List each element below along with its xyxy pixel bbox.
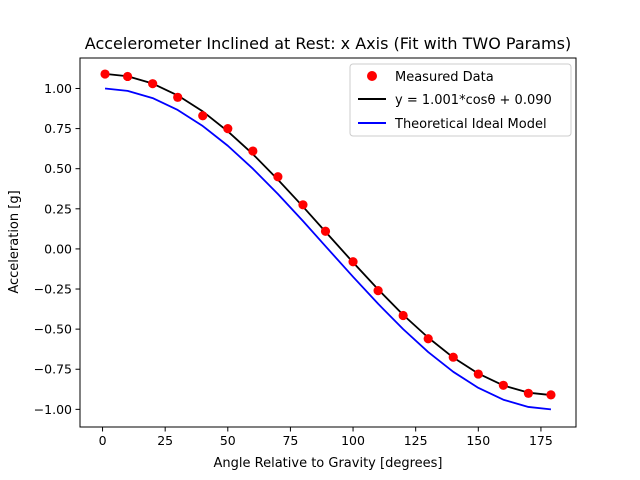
x-tick-label: 50 xyxy=(220,433,236,448)
y-tick-label: 0.00 xyxy=(44,241,72,256)
data-point xyxy=(498,380,508,390)
x-tick-label: 150 xyxy=(466,433,490,448)
data-point xyxy=(473,369,483,379)
x-tick-label: 25 xyxy=(157,433,173,448)
data-point xyxy=(123,71,133,82)
y-tick-label: −0.50 xyxy=(34,322,72,337)
data-point xyxy=(320,226,331,236)
x-axis: 0 25 50 75 100 125 150 175 xyxy=(99,427,553,448)
x-tick-label: 175 xyxy=(529,433,553,448)
y-tick-label: −1.00 xyxy=(34,402,72,417)
series-line-2 xyxy=(104,87,552,411)
x-axis-label: Angle Relative to Gravity [degrees] xyxy=(214,456,443,471)
y-axis: −1.00 −0.75 −0.50 −0.25 0.00 0.25 0.50 0.75 1.00 xyxy=(34,81,80,417)
y-tick-label: 1.00 xyxy=(44,81,72,96)
data-point xyxy=(373,286,383,296)
plot-frame xyxy=(79,57,577,428)
legend-label-fit: y = 1.001*cosθ + 0.090 xyxy=(395,93,552,108)
y-tick-label: −0.75 xyxy=(34,362,72,377)
legend: Measured Data y = 1.001*cosθ + 0.090 The… xyxy=(349,63,572,137)
plot-area xyxy=(79,57,577,428)
data-point xyxy=(173,92,183,102)
legend-box xyxy=(349,63,572,137)
x-tick-label: 100 xyxy=(341,433,365,448)
y-tick-label: 0.75 xyxy=(44,121,72,136)
y-axis-label: Acceleration [g] xyxy=(7,190,22,293)
data-point xyxy=(298,200,308,210)
legend-marker-measured xyxy=(367,71,377,81)
y-tick-label: −0.25 xyxy=(34,282,72,297)
data-point xyxy=(148,79,158,89)
data-point xyxy=(248,146,258,156)
data-point xyxy=(398,310,408,321)
data-point xyxy=(100,69,110,79)
series-layer xyxy=(100,69,556,411)
y-tick-label: 0.25 xyxy=(44,201,72,216)
x-tick-label: 0 xyxy=(99,433,107,448)
legend-label-ideal: Theoretical Ideal Model xyxy=(394,117,547,132)
data-point xyxy=(223,123,233,134)
y-tick-label: 0.50 xyxy=(44,161,72,176)
x-tick-label: 75 xyxy=(282,433,298,448)
data-point xyxy=(523,388,534,398)
data-point xyxy=(546,390,556,400)
chart-title: Accelerometer Inclined at Rest: x Axis (… xyxy=(85,34,571,53)
legend-label-measured: Measured Data xyxy=(395,70,494,85)
data-point xyxy=(198,111,208,121)
data-point xyxy=(423,334,433,344)
x-tick-label: 125 xyxy=(404,433,428,448)
data-point xyxy=(273,172,283,182)
data-point xyxy=(348,257,358,267)
data-point xyxy=(448,352,458,362)
